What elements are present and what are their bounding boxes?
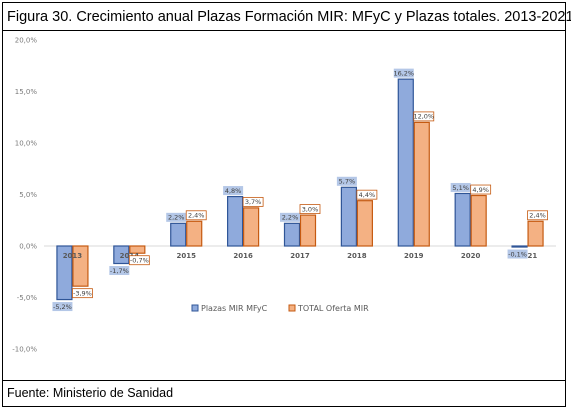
bar-total <box>299 214 317 247</box>
source-divider <box>3 380 565 381</box>
data-label-total: 3,7% <box>242 196 264 207</box>
data-label-box <box>356 189 378 200</box>
data-label-text: -0,7% <box>130 257 149 265</box>
data-label-text: 4,4% <box>359 191 376 199</box>
data-label-text: 3,7% <box>245 198 262 206</box>
data-label-text: -3,9% <box>73 289 92 297</box>
bar-total <box>186 220 203 247</box>
bar-total <box>72 245 89 287</box>
data-label-total: -3,9% <box>72 288 93 299</box>
data-label-mfyc: 5,1% <box>450 182 471 192</box>
data-label-text: 2,2% <box>282 214 299 222</box>
data-label-text: 2,4% <box>188 212 205 220</box>
legend-label-total: TOTAL Oferta MIR <box>297 304 369 313</box>
legend-swatch-mfyc <box>191 304 199 312</box>
bar-mfyc <box>340 186 357 247</box>
data-label-mfyc: -5,2% <box>52 302 73 312</box>
data-label-total: 2,4% <box>527 210 548 221</box>
legend-label-mfyc: Plazas MIR MFyC <box>201 304 268 313</box>
y-tick-label: -10,0% <box>12 346 37 354</box>
data-label-box <box>413 111 435 122</box>
data-label-box <box>128 255 150 266</box>
data-label-text: -0,1% <box>508 250 527 258</box>
data-label-box <box>336 176 357 186</box>
data-label-box <box>166 212 187 222</box>
data-label-box <box>109 266 130 276</box>
data-label-mfyc: 16,2% <box>393 68 414 78</box>
bar-total <box>527 220 544 247</box>
data-label-box <box>242 196 264 207</box>
y-tick-label: 10,0% <box>15 140 38 148</box>
data-label-total: 4,4% <box>356 189 378 200</box>
category-label: 2013 <box>63 252 83 260</box>
data-label-box <box>527 210 548 221</box>
data-label-total: 3,0% <box>299 204 321 215</box>
category-label: 2015 <box>176 252 196 260</box>
category-label: 2018 <box>347 252 367 260</box>
y-tick-label: 0,0% <box>19 243 37 251</box>
category-label: 2020 <box>461 252 481 260</box>
data-label-total: 4,9% <box>470 184 492 195</box>
bar-total <box>413 121 430 247</box>
data-label-total: -0,7% <box>128 255 150 266</box>
category-label: 2016 <box>233 252 253 260</box>
data-label-text: 4,9% <box>472 186 489 194</box>
data-label-box <box>223 186 244 196</box>
bar-total <box>470 194 487 247</box>
bar-mfyc <box>113 245 130 265</box>
data-label-text: 5,1% <box>452 184 469 192</box>
data-label-box <box>507 249 528 259</box>
data-label-text: 4,8% <box>225 187 242 195</box>
data-label-box <box>280 212 300 222</box>
category-label: 2019 <box>404 252 424 260</box>
data-label-mfyc: -0,1% <box>507 249 528 259</box>
data-label-mfyc: 5,7% <box>336 176 357 186</box>
figure-source: Fuente: Ministerio de Sanidad <box>7 386 174 400</box>
data-label-mfyc: 2,2% <box>166 212 187 222</box>
bar-mfyc <box>511 245 528 248</box>
category-label: 2021 <box>518 252 538 260</box>
bar-mfyc <box>227 195 244 247</box>
data-label-text: -1,7% <box>110 267 129 275</box>
category-label: 2017 <box>290 252 310 260</box>
data-label-total: 2,4% <box>185 210 207 221</box>
data-label-text: 3,0% <box>302 205 319 213</box>
data-label-text: 16,2% <box>393 69 414 77</box>
data-label-text: 2,2% <box>168 214 185 222</box>
bar-total <box>129 245 146 254</box>
bar-total <box>356 200 373 247</box>
bar-mfyc <box>283 222 301 247</box>
legend-swatch-total <box>288 304 296 312</box>
y-tick-label: 15,0% <box>15 88 38 96</box>
bar-mfyc <box>56 245 73 301</box>
data-label-total: 12,0% <box>413 111 435 122</box>
bar-mfyc <box>170 222 187 247</box>
figure-title: Figura 30. Crecimiento anual Plazas Form… <box>7 9 571 25</box>
y-tick-label: 20,0% <box>15 37 38 45</box>
data-label-text: 2,4% <box>529 212 546 220</box>
data-label-text: 12,0% <box>413 113 434 121</box>
data-label-box <box>470 184 492 195</box>
data-label-box <box>185 210 207 221</box>
bar-mfyc <box>397 78 414 247</box>
bar-mfyc <box>454 192 471 247</box>
data-label-box <box>299 204 321 215</box>
data-label-mfyc: -1,7% <box>109 266 130 276</box>
title-divider <box>3 30 565 31</box>
data-label-box <box>393 68 414 78</box>
data-label-mfyc: 2,2% <box>280 212 300 222</box>
bar-total <box>243 207 260 247</box>
data-label-box <box>52 302 73 312</box>
data-label-text: 5,7% <box>339 178 356 186</box>
y-tick-label: 5,0% <box>19 191 37 199</box>
data-label-mfyc: 4,8% <box>223 186 244 196</box>
data-label-box <box>72 288 93 299</box>
data-label-box <box>450 182 471 192</box>
data-label-text: -5,2% <box>53 303 72 311</box>
y-tick-label: -5,0% <box>17 294 38 302</box>
